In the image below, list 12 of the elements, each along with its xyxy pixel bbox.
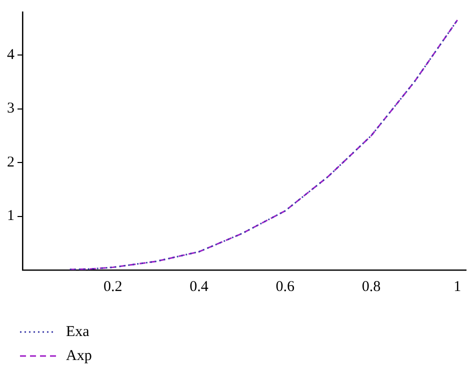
x-tick-label: 0.2: [104, 278, 122, 295]
y-tick-label: 2: [7, 154, 14, 170]
x-tick-label: 1: [454, 278, 462, 295]
legend-label: Exa: [66, 324, 90, 340]
x-tick-label: 0.8: [362, 278, 381, 295]
x-tick-label: 0.4: [190, 278, 209, 295]
y-tick-label: 4: [7, 46, 15, 63]
y-tick-label: 1: [7, 208, 14, 224]
x-tick-label: 0.6: [276, 278, 296, 295]
legend-label: Axp: [66, 348, 92, 364]
line-series: [69, 19, 458, 270]
y-tick-label: 3: [7, 100, 14, 117]
